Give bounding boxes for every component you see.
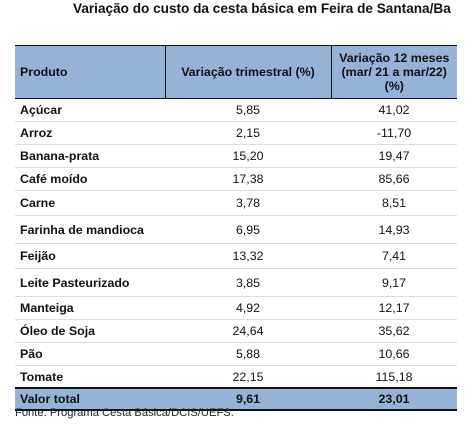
cell-trimestral: 3,78 (165, 190, 331, 216)
cell-trimestral: 13,32 (165, 243, 331, 269)
table-row: Carne 3,78 8,51 (15, 190, 457, 216)
source-note: Fonte: Programa Cesta Básica/DCIS/UEFS. (15, 407, 234, 419)
cell-12-meses: 9,17 (331, 268, 457, 297)
cell-trimestral: 24,64 (165, 319, 331, 343)
header-12m-line1: Variação 12 meses (339, 51, 450, 65)
table-row: Açúcar 5,85 41,02 (15, 98, 457, 122)
total-12-meses: 23,01 (331, 387, 457, 411)
cell-produto: Pão (15, 342, 165, 366)
table-row: Tomate 22,15 115,18 (15, 365, 457, 389)
table-row: Arroz 2,15 -11,70 (15, 121, 457, 145)
cell-trimestral: 2,15 (165, 121, 331, 145)
cell-produto: Tomate (15, 365, 165, 389)
header-variacao-12-meses: Variação 12 meses (mar/ 21 a mar/22) (%) (330, 45, 457, 99)
table-row: Leite Pasteurizado 3,85 9,17 (15, 268, 457, 297)
cell-trimestral: 3,85 (165, 268, 331, 297)
cell-trimestral: 22,15 (165, 365, 331, 389)
table-row: Banana-prata 15,20 19,47 (15, 144, 457, 168)
cell-12-meses: 19,47 (331, 144, 457, 168)
cell-produto: Banana-prata (15, 144, 165, 168)
cell-12-meses: 85,66 (331, 167, 457, 191)
cell-12-meses: 10,66 (331, 342, 457, 366)
header-produto: Produto (15, 45, 165, 99)
cell-12-meses: 14,93 (331, 215, 457, 244)
cell-12-meses: 41,02 (331, 98, 457, 122)
cell-produto: Farinha de mandioca (15, 215, 165, 244)
table-row: Óleo de Soja 24,64 35,62 (15, 319, 457, 343)
price-variation-table: Produto Variação trimestral (%) Variação… (15, 45, 457, 411)
table-row: Manteiga 4,92 12,17 (15, 296, 457, 320)
table-header-row: Produto Variação trimestral (%) Variação… (15, 45, 457, 99)
total-row: Valor total 9,61 23,01 (15, 387, 457, 411)
table-row: Farinha de mandioca 6,95 14,93 (15, 215, 457, 244)
cell-12-meses: 12,17 (331, 296, 457, 320)
cell-trimestral: 6,95 (165, 215, 331, 244)
header-12m-line2: (mar/ 21 a mar/22) (341, 65, 447, 79)
total-trimestral: 9,61 (165, 387, 331, 411)
header-variacao-trimestral: Variação trimestral (%) (164, 45, 331, 99)
table-row: Feijão 13,32 7,41 (15, 243, 457, 269)
table-row: Pão 5,88 10,66 (15, 342, 457, 366)
cell-trimestral: 15,20 (165, 144, 331, 168)
cell-12-meses: 115,18 (331, 365, 457, 389)
cell-produto: Óleo de Soja (15, 319, 165, 343)
cell-produto: Carne (15, 190, 165, 216)
header-12m-line3: (%) (384, 79, 404, 93)
cell-trimestral: 5,88 (165, 342, 331, 366)
table-title: Variação do custo da cesta básica em Fei… (73, 1, 451, 16)
cell-produto: Leite Pasteurizado (15, 268, 165, 297)
cell-trimestral: 5,85 (165, 98, 331, 122)
cell-produto: Açúcar (15, 98, 165, 122)
cell-produto: Café moído (15, 167, 165, 191)
cell-trimestral: 17,38 (165, 167, 331, 191)
cell-12-meses: 7,41 (331, 243, 457, 269)
cell-12-meses: 8,51 (331, 190, 457, 216)
cell-produto: Manteiga (15, 296, 165, 320)
cell-12-meses: 35,62 (331, 319, 457, 343)
table-row: Café moído 17,38 85,66 (15, 167, 457, 191)
total-label: Valor total (15, 387, 165, 411)
cell-produto: Arroz (15, 121, 165, 145)
cell-trimestral: 4,92 (165, 296, 331, 320)
cell-produto: Feijão (15, 243, 165, 269)
cell-12-meses: -11,70 (331, 121, 457, 145)
